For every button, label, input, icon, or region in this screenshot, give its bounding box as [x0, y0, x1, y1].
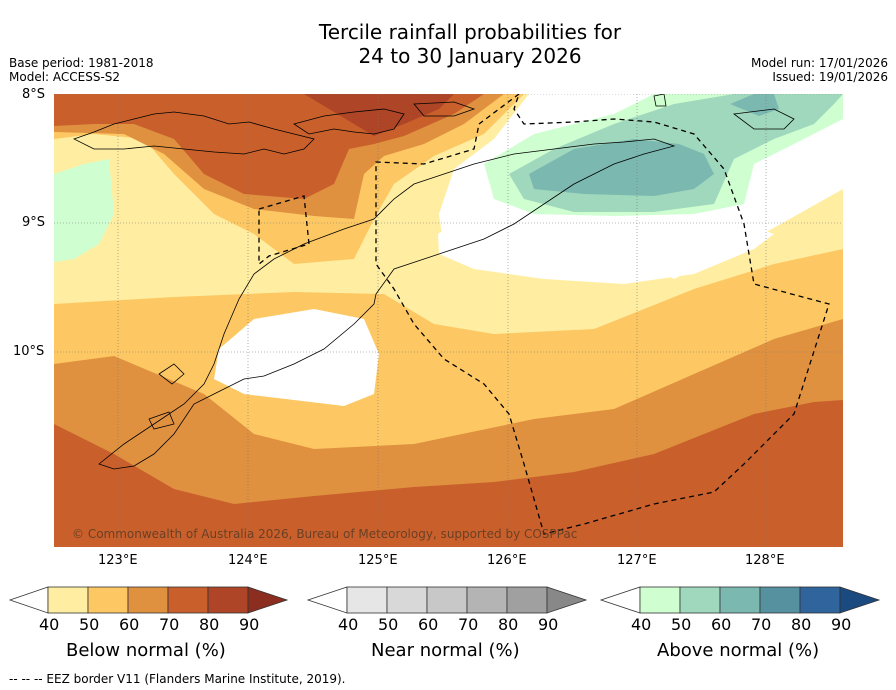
colorbar-near-80-90 [506, 586, 548, 614]
normal-white-region [214, 309, 379, 406]
lon-label-124e: 124°E [228, 553, 268, 568]
map-title-line1: Tercile rainfall probabilities for [318, 20, 622, 44]
near-tick-60: 60 [418, 615, 439, 634]
normal-white-east [438, 194, 774, 284]
above-60-north [730, 94, 779, 116]
above-tick-90: 90 [831, 615, 852, 634]
below-tick-50: 50 [79, 615, 100, 634]
colorbar-near-70-80 [466, 586, 508, 614]
base-period: Base period: 1981-2018 [9, 56, 154, 70]
lon-label-123e: 123°E [98, 553, 138, 568]
colorbar-above-arrow-high [839, 586, 881, 614]
colorbar-above-80-90 [799, 586, 841, 614]
below-tick-70: 70 [159, 615, 180, 634]
rainfall-map [54, 94, 843, 547]
lat-label-9s: 9°S [22, 215, 46, 230]
colorbar-above [599, 586, 881, 614]
lon-label-128e: 128°E [745, 553, 785, 568]
lat-label-8s: 8°S [22, 87, 46, 102]
below-tick-80: 80 [199, 615, 220, 634]
colorbar-above-40-50 [639, 586, 681, 614]
below-tick-40: 40 [39, 615, 60, 634]
colorbar-near [306, 586, 588, 614]
above-tick-60: 60 [711, 615, 732, 634]
eez-footnote: -- -- -- EEZ border V11 (Flanders Marine… [9, 672, 346, 686]
copyright-notice: © Commonwealth of Australia 2026, Bureau… [72, 527, 578, 541]
lon-label-127e: 127°E [617, 553, 657, 568]
near-normal-title: Near normal (%) [371, 640, 520, 661]
colorbar-below-50-60 [87, 586, 129, 614]
above-normal-title: Above normal (%) [657, 640, 820, 661]
model-name: Model: ACCESS-S2 [9, 70, 121, 84]
near-tick-40: 40 [338, 615, 359, 634]
below-north-80-region [304, 94, 454, 136]
colorbar-above-60-70 [719, 586, 761, 614]
colorbar-below-arrow-low [8, 586, 49, 614]
graticule [54, 94, 843, 547]
colorbar-below-80-90 [207, 586, 249, 614]
near-tick-50: 50 [378, 615, 399, 634]
near-tick-80: 80 [498, 615, 519, 634]
eez-border [375, 94, 830, 535]
above-tick-50: 50 [671, 615, 692, 634]
above-60-region [529, 139, 714, 196]
near-tick-90: 90 [538, 615, 559, 634]
near-tick-70: 70 [458, 615, 479, 634]
above-tick-40: 40 [631, 615, 652, 634]
colorbar-above-70-80 [759, 586, 801, 614]
model-run: Model run: 17/01/2026 [750, 56, 888, 70]
colorbar-above-50-60 [679, 586, 721, 614]
above-40-west [54, 159, 114, 262]
colorbar-near-50-60 [386, 586, 428, 614]
colorbar-below-arrow-high [247, 586, 289, 614]
above-tick-80: 80 [791, 615, 812, 634]
coastline [72, 94, 795, 470]
colorbar-below-60-70 [127, 586, 169, 614]
below-tick-90: 90 [239, 615, 260, 634]
below-70-region [54, 400, 843, 547]
lat-label-10s: 10°S [13, 344, 45, 359]
colorbar-near-40-50 [346, 586, 388, 614]
below-tick-60: 60 [119, 615, 140, 634]
colorbar-near-arrow-high [546, 586, 588, 614]
map-title-line2: 24 to 30 January 2026 [358, 44, 582, 68]
colorbars [8, 586, 881, 614]
issued-date: Issued: 19/01/2026 [772, 70, 888, 84]
colorbar-near-60-70 [426, 586, 468, 614]
lon-label-126e: 126°E [487, 553, 527, 568]
eez-border-west [258, 195, 310, 266]
colorbar-below [8, 586, 289, 614]
colorbar-below-70-80 [167, 586, 209, 614]
above-tick-70: 70 [751, 615, 772, 634]
colorbar-above-arrow-low [599, 586, 641, 614]
below-normal-title: Below normal (%) [66, 640, 226, 661]
colorbar-near-arrow-low [306, 586, 348, 614]
colorbar-below-40-50 [47, 586, 89, 614]
lon-label-125e: 125°E [358, 553, 398, 568]
